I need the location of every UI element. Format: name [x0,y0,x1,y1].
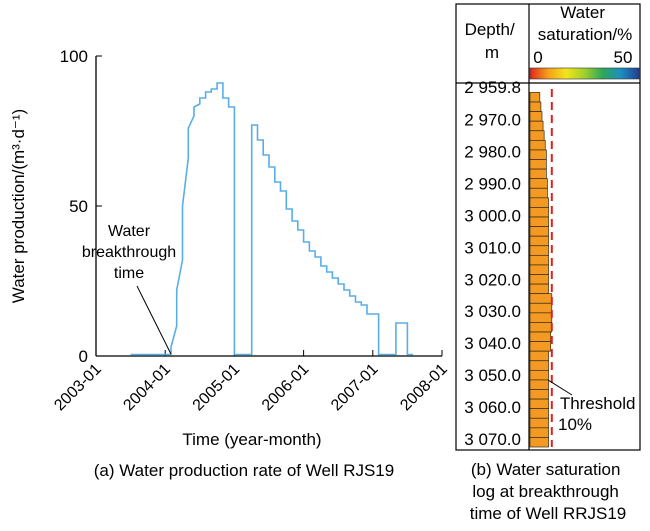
depth-tick-label: 2 959.8 [464,78,521,97]
chart-a-ytick-label: 0 [79,347,88,366]
saturation-bar [529,92,541,103]
saturation-bar [529,350,549,362]
depth-tick-label: 3 050.0 [464,366,521,385]
saturation-bar [529,389,549,400]
saturation-colorbar [529,67,640,80]
saturation-bar [529,408,549,419]
saturation-bar [529,274,549,285]
chart-a-ytick-label: 50 [69,197,88,216]
saturation-bar [529,178,548,189]
depth-tick-label: 3 060.0 [464,398,521,417]
water-production-line [130,82,414,356]
saturation-bar [529,360,549,371]
saturation-bar [529,101,542,112]
chart-a: 0 50 100 2003-01 2004-01 2005-01 2006-01 2007-… [9,47,451,480]
saturation-bar [529,293,553,304]
saturation-bar [529,369,549,381]
saturation-bar [529,398,549,410]
saturation-header-line1: Water [560,3,605,22]
chart-a-xtick-label: 2008-01 [397,361,451,415]
breakthrough-label: Water breakthrough time [82,223,176,282]
saturation-header-line2: saturation/% [538,25,633,44]
log-frame [455,3,641,451]
chart-b-caption-line1: (b) Water saturation [471,460,621,479]
saturation-bar [529,254,549,266]
saturation-bar [529,187,548,199]
saturation-bar [529,139,546,151]
breakthrough-label-line: Water [108,223,151,240]
saturation-header: Water saturation/% [538,3,633,44]
saturation-bars [529,92,553,448]
saturation-bar [529,379,549,390]
depth-tick-label: 2 990.0 [464,174,521,193]
saturation-bar [529,437,549,448]
depth-tick-label: 3 010.0 [464,238,521,257]
depth-tick-labels: 2 959.8 2 970.0 2 980.0 2 990.0 3 000.0 3 010… [464,78,521,449]
saturation-bar [529,226,549,237]
depth-tick-label: 2 970.0 [464,111,521,130]
chart-a-xtick-label: 2007-01 [328,361,382,415]
chart-b-caption-line3: time of Well RRJS19 [470,504,627,523]
chart-a-xlabel: Time (year-month) [182,430,321,449]
breakthrough-label-line: time [114,265,144,282]
saturation-bar [529,264,549,275]
saturation-bar [529,120,544,132]
threshold-label-line1: Threshold [560,394,636,413]
chart-a-ytick-label: 100 [60,47,88,66]
chart-a-axes [95,56,442,357]
chart-a-ylabel: Water production/(m³·d⁻¹) [9,109,28,303]
saturation-bar [529,322,553,333]
threshold-label: Threshold 10% [558,394,640,434]
depth-tick-label: 3 020.0 [464,270,521,289]
chart-a-xticks: 2003-01 2004-01 2005-01 2006-01 2007-01 2008-… [51,350,451,414]
threshold-leader-line [547,379,573,396]
chart-a-xtick-label: 2005-01 [190,361,244,415]
colorbar-max-label: 50 [614,48,633,67]
breakthrough-label-line: breakthrough [82,244,176,261]
depth-header-line1: Depth/ [465,20,515,39]
saturation-bar [529,283,549,295]
threshold-label-line2: 10% [558,415,592,434]
saturation-bar [529,130,545,141]
colorbar-min-label: 0 [533,48,542,67]
saturation-bar [529,159,547,170]
breakthrough-annotation: Water breakthrough time [82,223,176,355]
saturation-bar [529,417,549,429]
chart-b-caption-line2: log at breakthrough [472,482,619,501]
saturation-bar [529,168,547,180]
chart-a-xtick-label: 2003-01 [51,361,105,415]
saturation-bar [529,235,549,247]
saturation-bar [529,427,549,438]
chart-a-caption: (a) Water production rate of Well RJS19 [94,461,394,480]
saturation-bar [529,207,549,218]
saturation-bar [529,245,549,256]
chart-b-caption: (b) Water saturation log at breakthrough… [470,460,627,523]
saturation-bar [529,302,553,314]
saturation-bar [529,331,552,342]
depth-tick-label: 3 000.0 [464,206,521,225]
saturation-bar [529,111,543,122]
saturation-bar [529,312,553,323]
chart-b: Depth/ m Water saturation/% 0 50 2 959.8… [455,3,641,523]
breakthrough-leader-line [136,285,172,355]
saturation-bar [529,197,549,208]
depth-header: Depth/ m [465,20,520,62]
depth-tick-label: 3 040.0 [464,334,521,353]
depth-header-line2: m [485,43,499,62]
saturation-bar [529,341,552,352]
chart-a-xtick-label: 2004-01 [120,361,174,415]
saturation-bar [529,216,549,227]
depth-tick-label: 3 030.0 [464,302,521,321]
chart-a-xtick-label: 2006-01 [259,361,313,415]
chart-a-yticks: 0 50 100 [60,47,102,366]
depth-tick-label: 3 070.0 [464,430,521,449]
depth-tick-label: 2 980.0 [464,143,521,162]
saturation-bar [529,149,547,160]
